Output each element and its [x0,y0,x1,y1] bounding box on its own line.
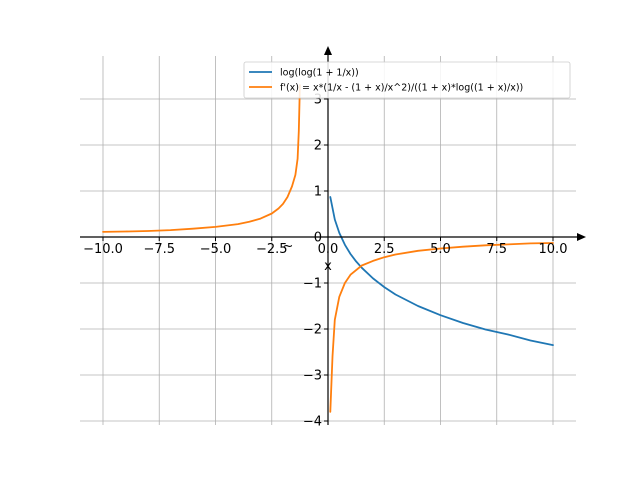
axes [80,46,586,425]
y-axis-arrow [324,46,332,55]
x-tick-label: −7.5 [143,242,175,257]
series-1-line [329,196,554,346]
series-2-line-segment-2 [329,242,554,413]
x-tick-label: 2.5 [374,242,395,257]
annotation-tilde: ~ [283,239,294,254]
x-axis-arrow [577,233,586,241]
y-tick-label: 2 [314,139,322,154]
legend-label-series-1: log(log(1 + 1/x)) [280,68,359,79]
y-tick-label: 0 [314,231,322,246]
y-tick-label: 3 [314,93,322,108]
y-tick-label: −2 [303,323,322,338]
x-tick-label: −5.0 [200,242,232,257]
legend-label-series-2: f'(x) = x*(1/x - (1 + x)/x^2)/((1 + x)*l… [280,83,523,94]
y-tick-label: −4 [303,415,322,430]
y-tick-label: 1 [314,185,322,200]
x-tick-label: 10.0 [539,242,568,257]
y-tick-label: −3 [303,369,322,384]
tick-labels: −10.0 −7.5 −5.0 −2.5 0.0 2.5 5.0 7.5 10.0 −4 −3 −2 −… [83,93,567,430]
series-2-line-segment-1 [102,84,301,233]
legend-frame [243,61,571,99]
x-tick-label: −10.0 [83,242,123,257]
plot-area [102,84,554,413]
y-tick-label: −1 [303,277,322,292]
x-tick-label: −2.5 [256,242,288,257]
legend: log(log(1 + 1/x)) f'(x) = x*(1/x - (1 + … [243,61,571,99]
x-tick-label: 5.0 [430,242,451,257]
x-tick-label: 7.5 [486,242,507,257]
x-axis-label: x [324,259,332,274]
x-tick-label: 0.0 [318,242,339,257]
